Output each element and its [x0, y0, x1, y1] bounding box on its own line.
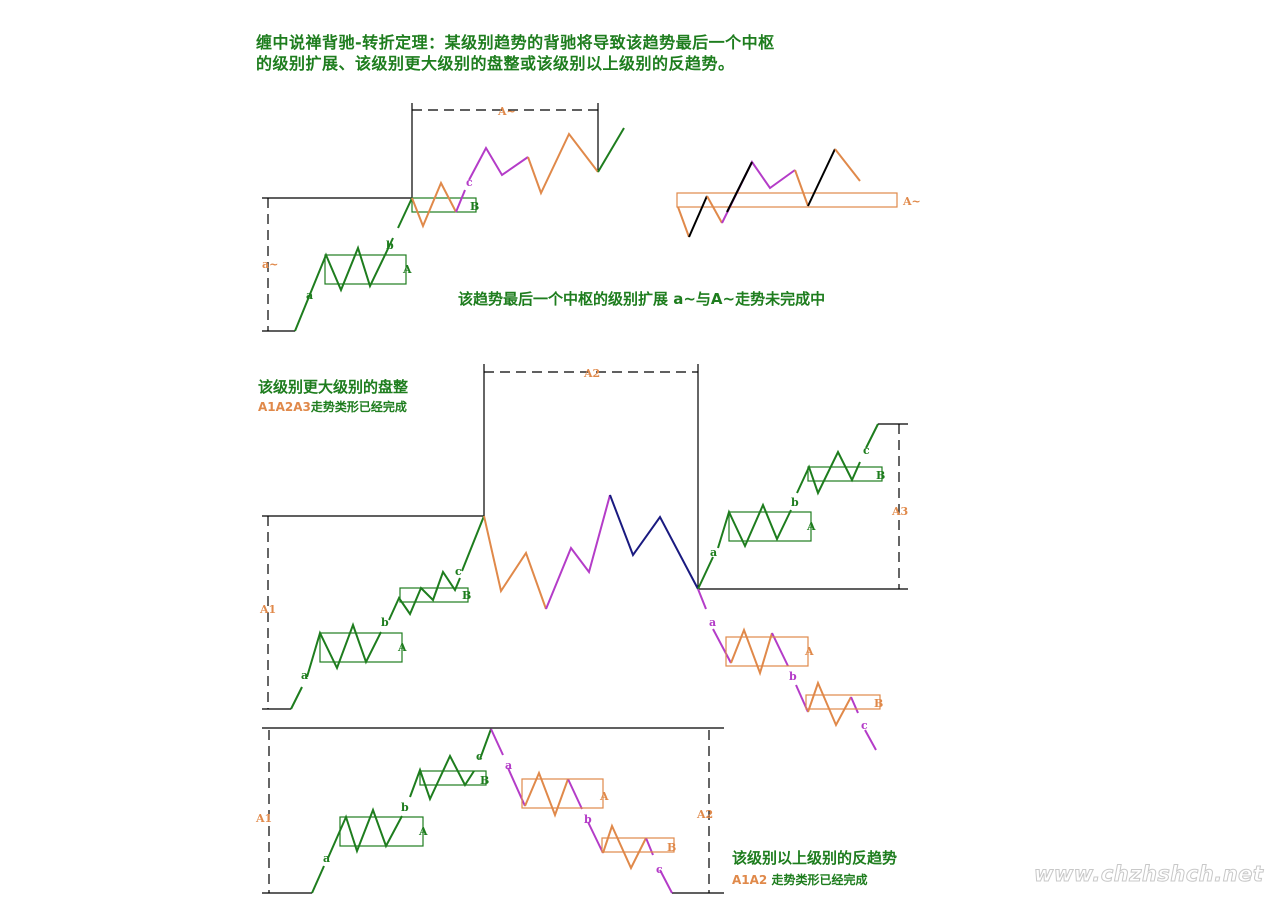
- svg-text:B: B: [462, 589, 471, 602]
- svg-text:A~: A~: [902, 195, 921, 208]
- svg-text:b: b: [791, 496, 799, 509]
- diagram-1-level-extension: a b c A B a~ A~ A~: [262, 103, 921, 332]
- svg-text:c: c: [863, 444, 870, 457]
- diagram-2-subcaption: A1A2A3走势类形已经完成: [258, 398, 407, 415]
- svg-text:b: b: [584, 813, 592, 826]
- title-line-1: 缠中说禅背驰-转折定理：某级别趋势的背驰将导致该趋势最后一个中枢: [256, 33, 775, 52]
- svg-text:A: A: [397, 641, 407, 654]
- diagram-2-caption: 该级别更大级别的盘整: [258, 378, 409, 396]
- svg-text:A3: A3: [891, 505, 908, 518]
- svg-text:a: a: [709, 616, 716, 629]
- diagram-3-subcaption: A1A2 走势类形已经完成: [732, 871, 867, 888]
- diagram-3-subcaption-text: 走势类形已经完成: [771, 873, 868, 887]
- svg-text:b: b: [381, 616, 389, 629]
- svg-text:A: A: [806, 520, 816, 533]
- diagram-2-larger-consolidation: a b c A B a b c A B a b c A B A1 A2 A3: [259, 364, 908, 751]
- theorem-title: 缠中说禅背驰-转折定理：某级别趋势的背驰将导致该趋势最后一个中枢 的级别扩展、该…: [256, 32, 775, 74]
- diagram-2-subcaption-text: 走势类形已经完成: [310, 400, 407, 414]
- diagram-3-subcaption-segments: A1A2: [732, 873, 768, 887]
- diagram-3-caption: 该级别以上级别的反趋势: [732, 849, 898, 867]
- svg-text:b: b: [386, 239, 394, 252]
- title-line-2: 的级别扩展、该级别更大级别的盘整或该级别以上级别的反趋势。: [256, 54, 735, 73]
- svg-text:c: c: [656, 863, 663, 876]
- diagram-1-caption: 该趋势最后一个中枢的级别扩展 a~与A~走势未完成中: [458, 290, 826, 308]
- svg-text:a: a: [710, 546, 717, 559]
- svg-text:a: a: [505, 759, 512, 772]
- svg-text:A~: A~: [497, 105, 516, 118]
- svg-text:B: B: [876, 469, 885, 482]
- svg-text:A1: A1: [255, 812, 272, 825]
- svg-text:b: b: [401, 801, 409, 814]
- svg-text:a: a: [306, 289, 313, 302]
- diagram-2-subcaption-segments: A1A2A3: [258, 400, 311, 414]
- svg-text:A1: A1: [259, 603, 276, 616]
- svg-text:A: A: [402, 263, 412, 276]
- svg-text:B: B: [874, 697, 883, 710]
- svg-text:A2: A2: [696, 808, 713, 821]
- site-watermark: www.chzhshch.net: [1033, 862, 1264, 887]
- svg-text:c: c: [466, 176, 473, 189]
- svg-text:A2: A2: [583, 367, 600, 380]
- svg-text:c: c: [476, 750, 483, 763]
- svg-text:B: B: [470, 200, 479, 213]
- svg-text:a: a: [301, 669, 308, 682]
- svg-text:A: A: [804, 645, 814, 658]
- svg-text:a: a: [323, 852, 330, 865]
- svg-text:A: A: [599, 790, 609, 803]
- svg-text:b: b: [789, 670, 797, 683]
- svg-text:c: c: [861, 719, 868, 732]
- svg-text:c: c: [455, 565, 462, 578]
- svg-text:B: B: [480, 774, 489, 787]
- svg-text:A: A: [418, 825, 428, 838]
- diagram-3-higher-reverse-trend: a b c A B a b c A B A1 A2: [255, 727, 724, 894]
- svg-text:B: B: [667, 841, 676, 854]
- svg-text:a~: a~: [262, 258, 278, 271]
